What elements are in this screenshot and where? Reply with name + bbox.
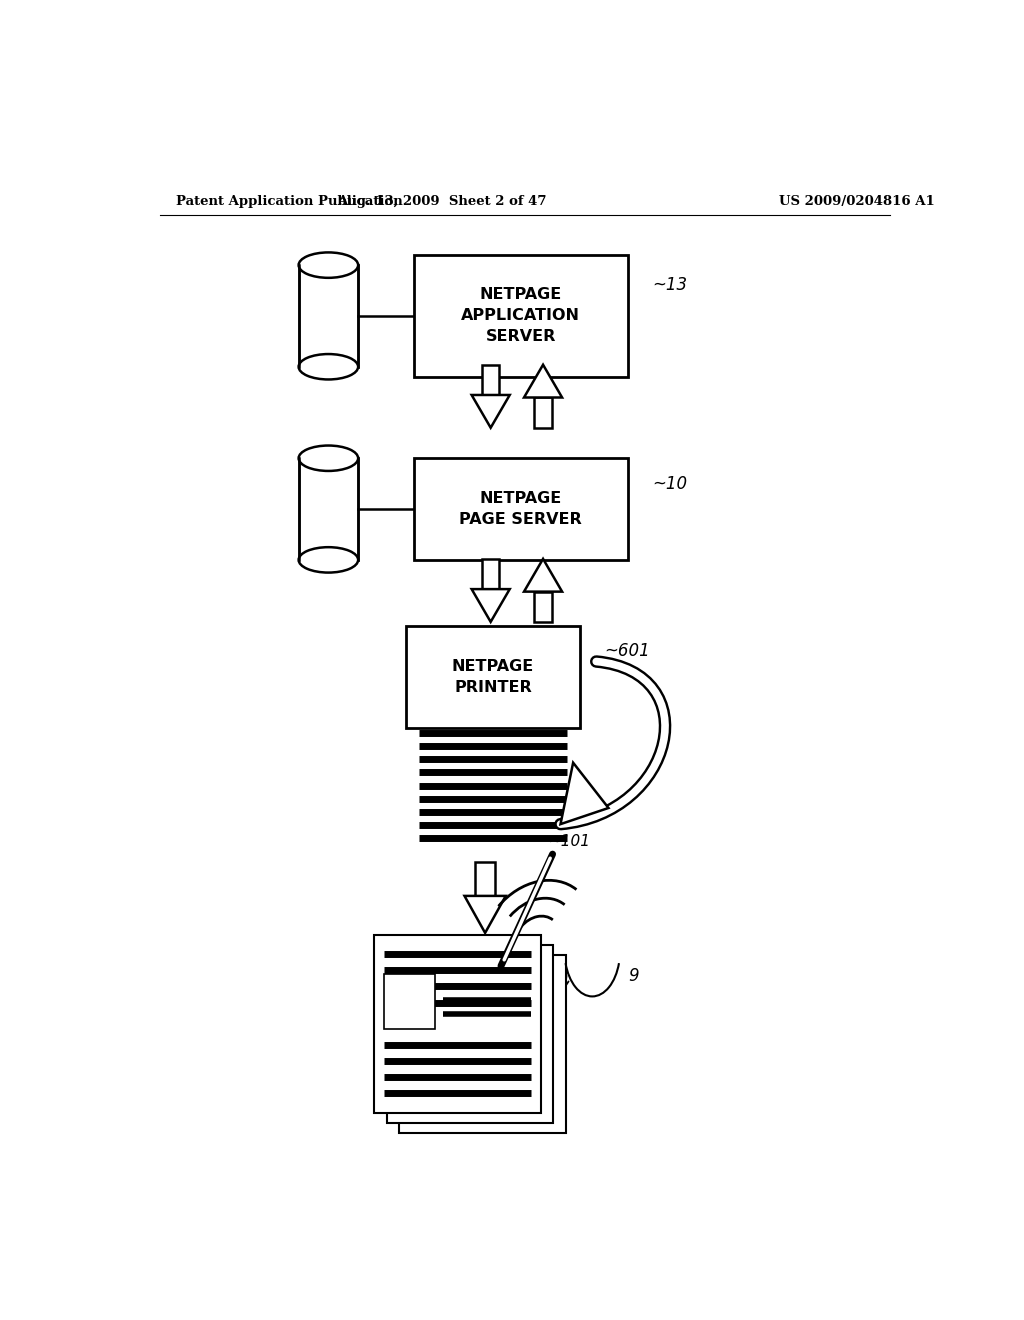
Text: ~1: ~1 (545, 1076, 567, 1090)
Text: NETPAGE
PRINTER: NETPAGE PRINTER (452, 659, 535, 694)
Text: ~10: ~10 (652, 475, 687, 492)
Bar (475, 862, 495, 896)
Bar (414, 458, 628, 560)
Polygon shape (465, 896, 506, 933)
Bar (482, 558, 500, 589)
Text: Patent Application Publication: Patent Application Publication (176, 194, 402, 207)
Bar (414, 255, 628, 378)
Bar (384, 974, 435, 1030)
Bar (399, 954, 566, 1133)
Text: Aug. 13, 2009  Sheet 2 of 47: Aug. 13, 2009 Sheet 2 of 47 (337, 194, 546, 207)
FancyBboxPatch shape (299, 458, 358, 560)
Text: NETPAGE
APPLICATION
SERVER: NETPAGE APPLICATION SERVER (462, 288, 581, 345)
Polygon shape (472, 589, 510, 622)
Text: ~13: ~13 (652, 276, 687, 294)
Ellipse shape (299, 446, 358, 471)
Ellipse shape (299, 252, 358, 277)
Ellipse shape (299, 548, 358, 573)
Polygon shape (524, 558, 562, 591)
Bar (535, 591, 552, 622)
Bar (374, 936, 541, 1113)
Polygon shape (524, 364, 562, 397)
Ellipse shape (299, 354, 358, 379)
Bar (387, 945, 553, 1123)
Text: NETPAGE
PAGE SERVER: NETPAGE PAGE SERVER (460, 491, 583, 527)
Bar (535, 397, 552, 428)
Text: FIG. 2: FIG. 2 (467, 1100, 536, 1123)
Bar (482, 364, 500, 395)
Text: ~101: ~101 (549, 834, 591, 849)
Text: US 2009/0204816 A1: US 2009/0204816 A1 (778, 194, 935, 207)
Bar (406, 626, 581, 727)
Polygon shape (472, 395, 510, 428)
Text: 9: 9 (628, 968, 639, 985)
Text: ~601: ~601 (604, 643, 650, 660)
FancyBboxPatch shape (299, 265, 358, 367)
Polygon shape (560, 763, 608, 824)
